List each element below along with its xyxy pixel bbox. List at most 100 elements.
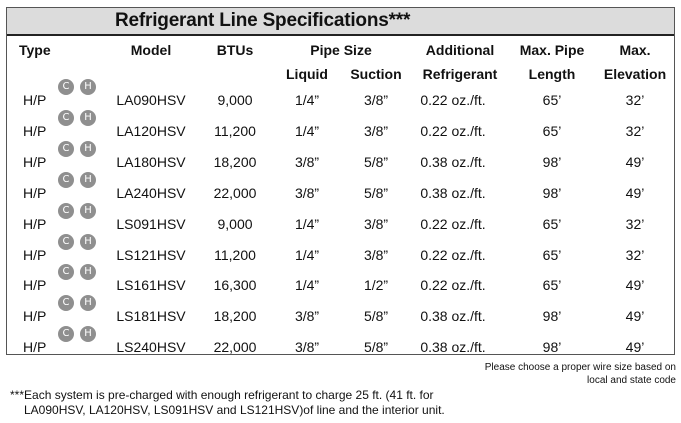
- cell-suction: 3/8”: [363, 92, 389, 108]
- header-type: Type: [19, 42, 51, 58]
- cell-suction: 3/8”: [363, 122, 389, 139]
- header-btus: BTUs: [216, 42, 254, 58]
- cell-liquid: 1/4”: [294, 122, 320, 139]
- cool-mode-icon: C: [58, 326, 74, 343]
- cell-refrigerant: 0.22 oz./ft.: [420, 246, 486, 263]
- cell-suction: 3/8”: [363, 215, 389, 232]
- cell-btus: 11,200: [214, 246, 256, 263]
- cell-elevation: 32’: [625, 122, 645, 139]
- heat-mode-icon: H: [80, 140, 96, 157]
- header-max-elevation: Max.: [619, 42, 651, 58]
- heat-mode-icon: H: [80, 79, 96, 95]
- heat-mode-icon: H: [80, 295, 96, 312]
- heat-mode-icon: H: [80, 109, 96, 126]
- heat-mode-icon: H: [80, 326, 96, 343]
- cell-liquid: 3/8”: [294, 308, 320, 325]
- cell-btus: 22,000: [213, 339, 257, 356]
- cell-type: H/P: [23, 308, 47, 325]
- cell-suction: 1/2”: [363, 277, 389, 294]
- footnote-line-1: ***Each system is pre-charged with enoug…: [10, 388, 434, 402]
- cell-refrigerant: 0.22 oz./ft.: [420, 92, 486, 108]
- cell-suction: 5/8”: [363, 339, 389, 356]
- header-liquid: Liquid: [286, 66, 328, 82]
- cell-model: LS091HSV: [116, 215, 186, 232]
- cell-elevation: 49’: [625, 339, 645, 356]
- cool-mode-icon: C: [58, 264, 74, 281]
- cell-type: H/P: [23, 184, 47, 201]
- cell-length: 98’: [542, 153, 562, 170]
- header-elevation: Elevation: [603, 66, 667, 82]
- cell-liquid: 3/8”: [294, 184, 320, 201]
- header-additional: Additional: [425, 42, 495, 58]
- heat-mode-icon: H: [80, 233, 96, 250]
- footnote-line-2: LA090HSV, LA120HSV, LS091HSV and LS121HS…: [24, 403, 445, 417]
- header-length: Length: [528, 66, 576, 82]
- table-title: Refrigerant Line Specifications***: [115, 10, 411, 31]
- cell-btus: 22,000: [213, 184, 257, 201]
- cell-liquid: 1/4”: [294, 277, 320, 294]
- cell-liquid: 1/4”: [294, 92, 320, 108]
- header-suction: Suction: [350, 66, 402, 82]
- cool-mode-icon: C: [58, 109, 74, 126]
- cell-btus: 16,300: [213, 277, 257, 294]
- cell-refrigerant: 0.22 oz./ft.: [420, 122, 486, 139]
- cell-liquid: 1/4”: [294, 215, 320, 232]
- title-bar: Refrigerant Line Specifications***: [7, 8, 674, 36]
- cell-elevation: 49’: [625, 184, 645, 201]
- cell-elevation: 49’: [625, 153, 645, 170]
- cell-model: LS161HSV: [116, 277, 186, 294]
- cell-suction: 5/8”: [363, 153, 389, 170]
- cell-type: H/P: [23, 215, 47, 232]
- cell-length: 65’: [542, 277, 562, 294]
- cell-elevation: 32’: [625, 246, 645, 263]
- heat-mode-icon: H: [80, 202, 96, 219]
- header-refrigerant: Refrigerant: [422, 66, 498, 82]
- cell-refrigerant: 0.22 oz./ft.: [420, 215, 486, 232]
- spec-table: Refrigerant Line Specifications*** Type …: [6, 7, 675, 355]
- cell-elevation: 32’: [625, 215, 645, 232]
- cell-liquid: 3/8”: [294, 339, 320, 356]
- cell-model: LA180HSV: [116, 153, 186, 170]
- cool-mode-icon: C: [58, 233, 74, 250]
- cool-mode-icon: C: [58, 202, 74, 219]
- cell-refrigerant: 0.22 oz./ft.: [420, 277, 486, 294]
- cell-liquid: 3/8”: [294, 153, 320, 170]
- cell-model: LA120HSV: [116, 122, 186, 139]
- cell-liquid: 1/4”: [294, 246, 320, 263]
- cell-type: H/P: [23, 277, 47, 294]
- cell-refrigerant: 0.38 oz./ft.: [420, 339, 486, 356]
- cell-type: H/P: [23, 339, 47, 356]
- cool-mode-icon: C: [58, 295, 74, 312]
- cell-elevation: 32’: [625, 92, 645, 108]
- cell-refrigerant: 0.38 oz./ft.: [420, 308, 486, 325]
- cell-type: H/P: [23, 153, 47, 170]
- heat-mode-icon: H: [80, 264, 96, 281]
- header-model: Model: [130, 42, 172, 58]
- cell-btus: 18,200: [213, 153, 257, 170]
- cell-suction: 3/8”: [363, 246, 389, 263]
- cell-suction: 5/8”: [363, 308, 389, 325]
- cell-elevation: 49’: [625, 277, 645, 294]
- cell-model: LS240HSV: [116, 339, 186, 356]
- cell-length: 65’: [542, 122, 562, 139]
- cell-length: 98’: [542, 339, 562, 356]
- cell-length: 98’: [542, 308, 562, 325]
- heat-mode-icon: H: [80, 171, 96, 188]
- cell-btus: 11,200: [214, 122, 256, 139]
- cell-suction: 5/8”: [363, 184, 389, 201]
- cool-mode-icon: C: [58, 140, 74, 157]
- cell-model: LA090HSV: [116, 92, 186, 108]
- header-pipe-size: Pipe Size: [310, 42, 372, 58]
- cell-model: LA240HSV: [116, 184, 186, 201]
- cell-model: LS181HSV: [116, 308, 186, 325]
- cell-btus: 9,000: [217, 92, 253, 108]
- cell-type: H/P: [23, 122, 47, 139]
- cell-length: 65’: [542, 215, 562, 232]
- cool-mode-icon: C: [58, 79, 74, 95]
- cell-refrigerant: 0.38 oz./ft.: [420, 153, 486, 170]
- cell-length: 65’: [542, 246, 562, 263]
- cell-length: 65’: [542, 92, 562, 108]
- header-max-pipe: Max. Pipe: [519, 42, 585, 58]
- cell-btus: 9,000: [217, 215, 253, 232]
- cool-mode-icon: C: [58, 171, 74, 188]
